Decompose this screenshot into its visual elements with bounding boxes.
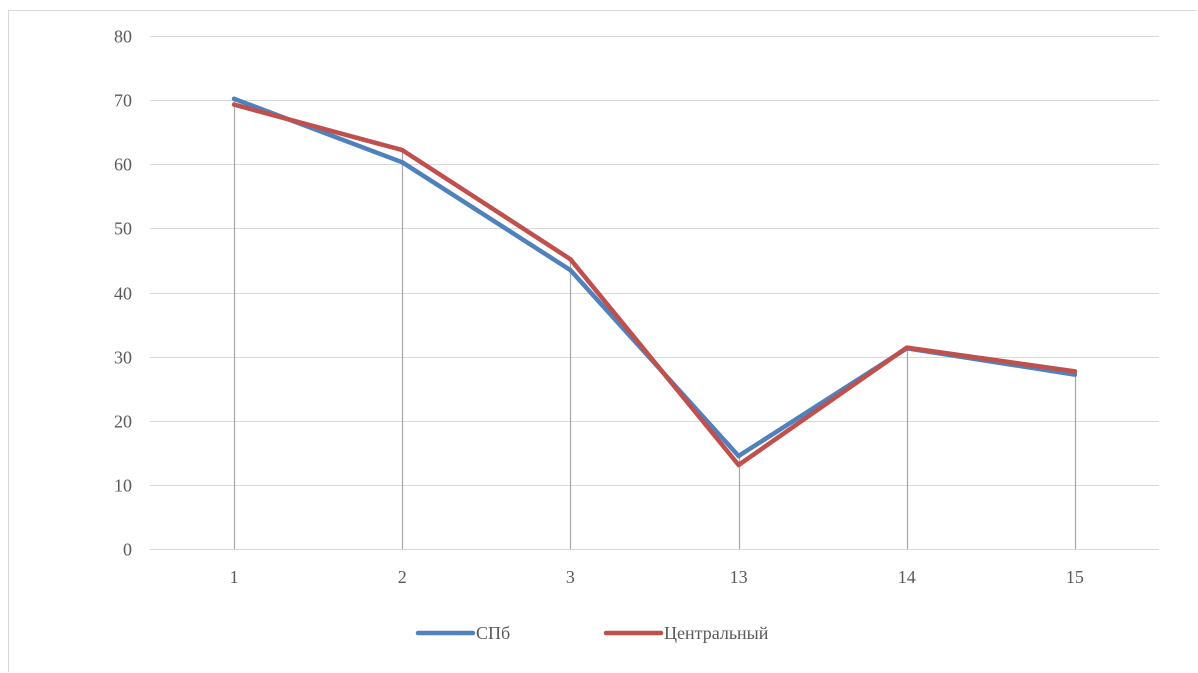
y-tick-label: 80: [114, 27, 132, 47]
data-point-1-1: [400, 147, 405, 153]
data-point-1-2: [568, 256, 573, 262]
y-axis-ticks: 0 10 20 30 40 50 60 70 80: [114, 27, 132, 560]
data-point-0-2: [568, 267, 573, 273]
data-point-1-3: [736, 462, 741, 468]
drop-lines: [233, 98, 1077, 549]
series-line-1: [231, 102, 1078, 468]
data-point-1-5: [1072, 369, 1078, 374]
y-tick-label: 0: [123, 540, 132, 560]
gridlines: [150, 36, 1159, 550]
x-axis-ticks: 1 2 3 13 14 15: [230, 567, 1084, 587]
legend: СПб Центральный: [415, 623, 769, 643]
y-tick-label: 70: [114, 91, 132, 111]
x-tick-label: 3: [566, 567, 575, 587]
y-tick-label: 40: [114, 284, 132, 304]
legend-label: Центральный: [664, 623, 769, 643]
y-tick-label: 20: [114, 412, 132, 432]
data-point-0-3: [736, 453, 741, 459]
legend-label: СПб: [476, 623, 510, 643]
x-tick-label: 13: [730, 567, 748, 587]
data-point-1-4: [904, 345, 909, 350]
y-tick-label: 60: [114, 155, 132, 175]
x-tick-label: 14: [898, 567, 916, 587]
chart-frame: [8, 10, 1197, 672]
data-point-0-1: [400, 160, 405, 165]
y-tick-label: 30: [114, 348, 132, 368]
series-line-0: [231, 96, 1078, 459]
x-tick-label: 15: [1066, 567, 1084, 587]
x-tick-label: 2: [398, 567, 407, 587]
y-tick-label: 50: [114, 219, 132, 239]
series-lines: [231, 96, 1078, 468]
data-point-0-0: [231, 96, 237, 102]
data-point-1-0: [231, 102, 237, 107]
x-tick-label: 1: [230, 567, 239, 587]
y-tick-label: 10: [114, 476, 132, 496]
